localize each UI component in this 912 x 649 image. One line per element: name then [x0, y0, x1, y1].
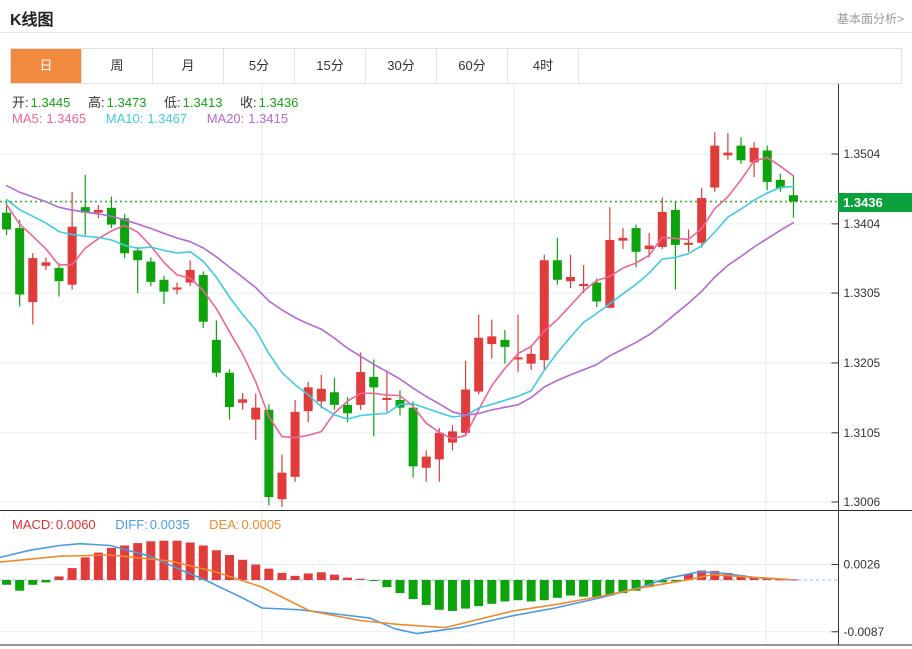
svg-text:-0.0087: -0.0087: [844, 625, 885, 639]
svg-text:1.3404: 1.3404: [844, 217, 881, 231]
macd-info-row: MACD: 0.0060 DIFF: 0.0035 DEA: 0.0005: [12, 517, 281, 532]
interval-tab-4hour[interactable]: 4时: [508, 49, 579, 83]
low-value: 1.3413: [182, 95, 223, 110]
header-divider: [0, 32, 912, 33]
svg-text:1.3205: 1.3205: [844, 356, 881, 370]
ma5-value: 1.3465: [46, 111, 87, 126]
high-label: 高:: [88, 95, 105, 110]
ma10-value: 1.3467: [147, 111, 188, 126]
open-label: 开:: [12, 95, 29, 110]
page-title: K线图: [10, 12, 54, 29]
close-label: 收:: [240, 95, 257, 110]
ma20-label: MA20:: [206, 111, 245, 126]
svg-text:1.3006: 1.3006: [844, 495, 881, 509]
interval-tab-month[interactable]: 月: [153, 49, 224, 83]
interval-tab-30min[interactable]: 30分: [366, 49, 437, 83]
current-price-tag: 1.3436: [838, 193, 912, 212]
interval-tab-5min[interactable]: 5分: [224, 49, 295, 83]
ma10-label: MA10:: [105, 111, 144, 126]
svg-text:1.3305: 1.3305: [844, 286, 881, 300]
ma-info-row: MA5: 1.3465 MA10: 1.3467 MA20: 1.3415: [12, 111, 288, 126]
ohlc-info-row: 开: 1.3445 高: 1.3473 低: 1.3413 收: 1.3436: [12, 92, 298, 111]
high-value: 1.3473: [106, 95, 147, 110]
close-value: 1.3436: [258, 95, 299, 110]
open-value: 1.3445: [30, 95, 71, 110]
diff-value: 0.0035: [149, 517, 190, 532]
candlestick-chart-canvas[interactable]: 1.3504 1.3404 1.3305 1.3205 1.3105 1.3006 0.00…: [0, 84, 912, 649]
diff-label: DIFF:: [115, 517, 148, 532]
svg-text:0.0026: 0.0026: [844, 558, 881, 572]
interval-tab-15min[interactable]: 15分: [295, 49, 366, 83]
dea-label: DEA:: [209, 517, 240, 532]
svg-text:1.3105: 1.3105: [844, 426, 881, 440]
interval-tab-week[interactable]: 周: [82, 49, 153, 83]
interval-tab-60min[interactable]: 60分: [437, 49, 508, 83]
macd-value: 0.0060: [55, 517, 96, 532]
interval-tab-day[interactable]: 日: [11, 49, 82, 83]
svg-text:1.3504: 1.3504: [844, 147, 881, 161]
ma20-value: 1.3415: [248, 111, 289, 126]
fundamental-analysis-link[interactable]: 基本面分析>: [836, 12, 904, 26]
macd-label: MACD:: [12, 517, 54, 532]
dea-value: 0.0005: [241, 517, 282, 532]
low-label: 低:: [164, 95, 181, 110]
ma5-label: MA5:: [12, 111, 43, 126]
interval-tabbar: 日 周 月 5分 15分 30分 60分 4时: [10, 48, 902, 84]
